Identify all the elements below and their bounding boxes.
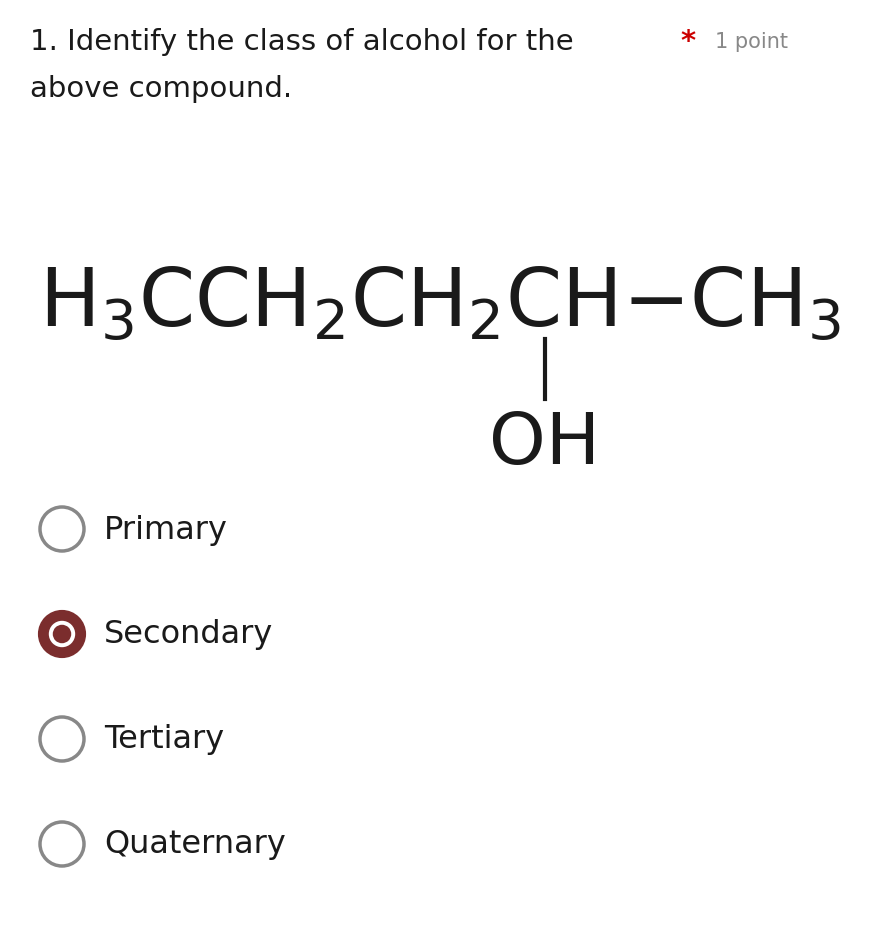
Circle shape xyxy=(40,717,84,761)
Text: Secondary: Secondary xyxy=(104,619,273,650)
Text: *: * xyxy=(680,28,695,56)
Text: OH: OH xyxy=(490,410,601,479)
Text: 1 point: 1 point xyxy=(715,32,788,52)
Text: above compound.: above compound. xyxy=(30,75,292,103)
Circle shape xyxy=(40,822,84,866)
Text: Quaternary: Quaternary xyxy=(104,829,285,859)
Circle shape xyxy=(40,613,84,656)
Text: H$_3$CCH$_2$CH$_2$CH$-$CH$_3$: H$_3$CCH$_2$CH$_2$CH$-$CH$_3$ xyxy=(39,265,841,344)
Circle shape xyxy=(40,507,84,552)
Text: 1. Identify the class of alcohol for the: 1. Identify the class of alcohol for the xyxy=(30,28,574,56)
Text: Tertiary: Tertiary xyxy=(104,724,224,755)
Circle shape xyxy=(49,621,75,647)
Circle shape xyxy=(52,625,72,643)
Text: Primary: Primary xyxy=(104,514,228,545)
